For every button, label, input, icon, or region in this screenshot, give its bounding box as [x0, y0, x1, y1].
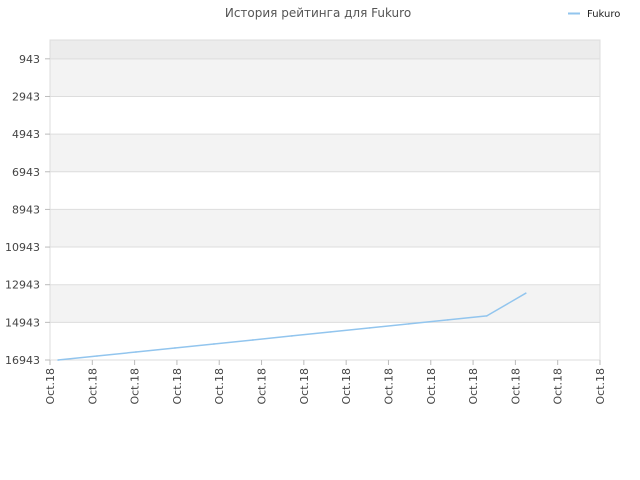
- chart-title: История рейтинга для Fukuro: [225, 6, 411, 20]
- y-tick-label: 16943: [5, 354, 40, 367]
- y-tick-label: 6943: [12, 166, 40, 179]
- x-tick-label: Oct.18: [298, 368, 311, 405]
- x-tick-label: Oct.18: [213, 368, 226, 405]
- plot-band: [50, 96, 600, 135]
- y-tick-label: 943: [19, 53, 40, 66]
- y-tick-label: 14943: [5, 316, 40, 329]
- data-point: [447, 319, 449, 321]
- y-tick-label: 12943: [5, 279, 40, 292]
- data-point: [96, 355, 98, 357]
- y-tick-label: 4943: [12, 128, 40, 141]
- plot-band: [50, 247, 600, 285]
- data-point: [57, 359, 59, 361]
- data-point: [369, 327, 371, 329]
- plot-band: [50, 134, 600, 172]
- x-tick-label: Oct.18: [552, 368, 565, 405]
- y-tick-label: 10943: [5, 241, 40, 254]
- x-tick-label: Oct.18: [467, 368, 480, 405]
- y-axis: 943 2943 4943 6943 8943 10943 12943 14943 16943: [5, 53, 50, 367]
- x-axis: Oct.18 Oct.18 Oct.18 Oct.18 Oct.18 Oct.18 Oct.…: [44, 360, 607, 405]
- data-point: [174, 347, 176, 349]
- data-point: [330, 331, 332, 333]
- plot-band: [50, 284, 600, 323]
- x-tick-label: Oct.18: [382, 368, 395, 405]
- x-tick-label: Oct.18: [86, 368, 99, 405]
- legend[interactable]: Fukuro: [568, 9, 620, 20]
- plot-band: [50, 209, 600, 248]
- legend-label-fukuro: Fukuro: [587, 9, 620, 20]
- x-tick-label: Oct.18: [509, 368, 522, 405]
- y-tick-label: 2943: [12, 90, 40, 103]
- data-point: [524, 292, 527, 294]
- x-tick-label: Oct.18: [425, 368, 438, 405]
- plot-band: [50, 171, 600, 210]
- data-point: [213, 343, 215, 345]
- y-tick-label: 8943: [12, 203, 40, 216]
- gridlines: [49, 39, 601, 361]
- plot-band-top: [50, 40, 600, 59]
- x-tick-label: Oct.18: [256, 368, 269, 405]
- data-point: [135, 351, 137, 353]
- x-tick-label: Oct.18: [594, 368, 607, 405]
- plot-band: [50, 58, 600, 97]
- x-tick-label: Oct.18: [171, 368, 184, 405]
- plot-frame: [49, 39, 601, 361]
- x-tick-label: Oct.18: [340, 368, 353, 405]
- data-point: [486, 315, 488, 317]
- plot-area: [57, 292, 527, 361]
- x-tick-label: Oct.18: [129, 368, 142, 405]
- plot-band: [50, 322, 600, 360]
- data-point: [291, 335, 293, 337]
- x-tick-label: Oct.18: [44, 368, 57, 405]
- background-bands: [50, 40, 600, 360]
- data-point: [252, 339, 254, 341]
- data-point: [408, 323, 410, 325]
